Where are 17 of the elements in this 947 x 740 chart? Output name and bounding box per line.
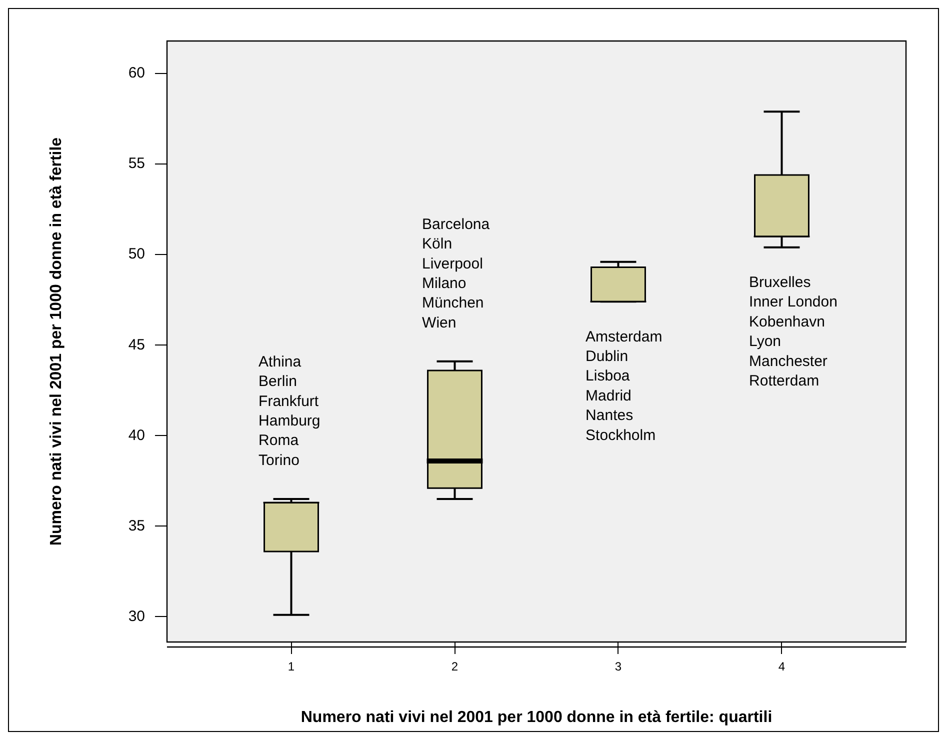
x-axis-title: Numero nati vivi nel 2001 per 1000 donne in età fertile: quartili — [300, 708, 772, 726]
annotation: Amsterdam Dublin Lisboa Madrid Nantes Stockholm — [586, 328, 662, 444]
y-tick-label: 45 — [128, 336, 145, 354]
x-tick-label: 4 — [778, 660, 786, 674]
x-tick-label: 3 — [614, 660, 622, 674]
y-tick-label: 60 — [128, 64, 145, 82]
y-axis-title: Numero nati vivi nel 2001 per 1000 donne in età fertile — [48, 137, 66, 546]
annotation: Barcelona Köln Liverpool Milano München Wien — [422, 216, 490, 332]
x-tick-label: 2 — [451, 660, 458, 674]
y-tick-label: 30 — [128, 608, 145, 625]
annotation: Athina Berlin Frankfurt Hamburg Roma Torino — [258, 353, 320, 469]
y-tick-label: 55 — [128, 155, 145, 172]
annotation: Bruxelles Inner London Kobenhavn Lyon Manchester Rotterdam — [749, 274, 838, 390]
y-tick-label: 50 — [128, 246, 145, 263]
y-tick-label: 35 — [128, 517, 145, 534]
x-tick-label: 1 — [288, 660, 295, 674]
y-tick-label: 40 — [128, 426, 145, 444]
